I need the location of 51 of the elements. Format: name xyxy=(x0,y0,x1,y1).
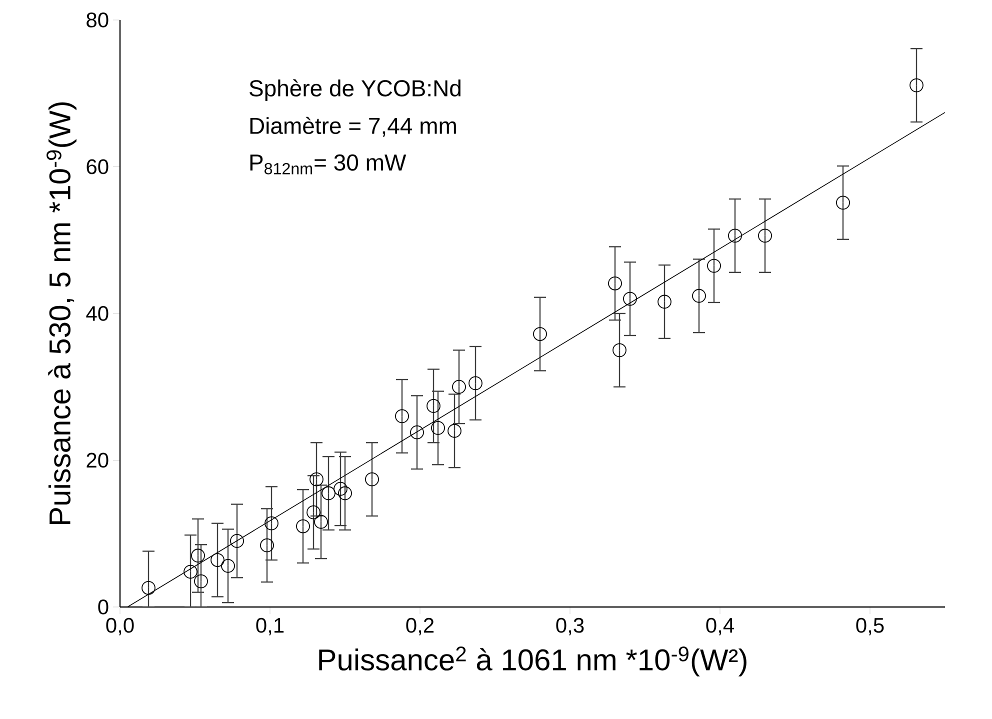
point xyxy=(260,538,274,552)
point xyxy=(306,505,320,520)
point xyxy=(448,424,462,438)
point xyxy=(334,482,348,496)
annotation: P$_{812nm}$= 30 mW xyxy=(250,154,406,174)
y-tick-label: 60 xyxy=(86,159,108,174)
point xyxy=(365,472,379,486)
point xyxy=(910,78,924,92)
point xyxy=(322,486,336,500)
annotation: Sphère de YCOB:Nd xyxy=(250,79,460,101)
x-tick-label: 0,4 xyxy=(706,618,734,636)
y-tick-label: 0 xyxy=(98,600,108,614)
point xyxy=(338,486,352,500)
point xyxy=(692,288,706,303)
y-axis-title: Puissance à 530, 5 nm *10$^{-9}$(W) xyxy=(46,102,76,524)
point xyxy=(533,327,547,341)
point xyxy=(142,580,156,595)
point xyxy=(836,196,850,210)
x-tick-label: 0,5 xyxy=(856,618,884,636)
point xyxy=(658,294,672,309)
x-tick-label: 0,1 xyxy=(256,618,284,636)
y-tick-label: 80 xyxy=(86,12,108,28)
point xyxy=(230,534,244,548)
y-tick-label: 20 xyxy=(86,452,108,468)
annotation: Diamètre = 7,44 mm xyxy=(250,116,456,137)
point xyxy=(612,343,626,358)
point xyxy=(191,548,205,563)
y-tick-label: 40 xyxy=(86,306,108,321)
point xyxy=(468,376,482,390)
point xyxy=(758,228,772,243)
x-tick-label: 0,3 xyxy=(556,618,584,636)
point xyxy=(395,409,409,424)
point xyxy=(296,519,310,534)
x-axis-title: Puissance$^{2}$ à 1061 nm *10$^{-9}$(W²) xyxy=(319,646,746,676)
x-tick-label: 0,0 xyxy=(106,618,134,636)
point xyxy=(314,514,328,529)
point xyxy=(426,398,440,413)
point xyxy=(707,258,721,273)
point xyxy=(194,574,208,588)
point xyxy=(184,564,198,579)
point xyxy=(431,421,445,435)
point xyxy=(221,558,235,573)
point xyxy=(623,292,637,306)
x-tick-label: 0,2 xyxy=(406,618,434,636)
point xyxy=(210,553,224,567)
point xyxy=(310,472,324,486)
point xyxy=(728,228,742,243)
point xyxy=(264,516,278,530)
point xyxy=(608,276,622,290)
point xyxy=(452,380,466,394)
point xyxy=(410,425,424,440)
